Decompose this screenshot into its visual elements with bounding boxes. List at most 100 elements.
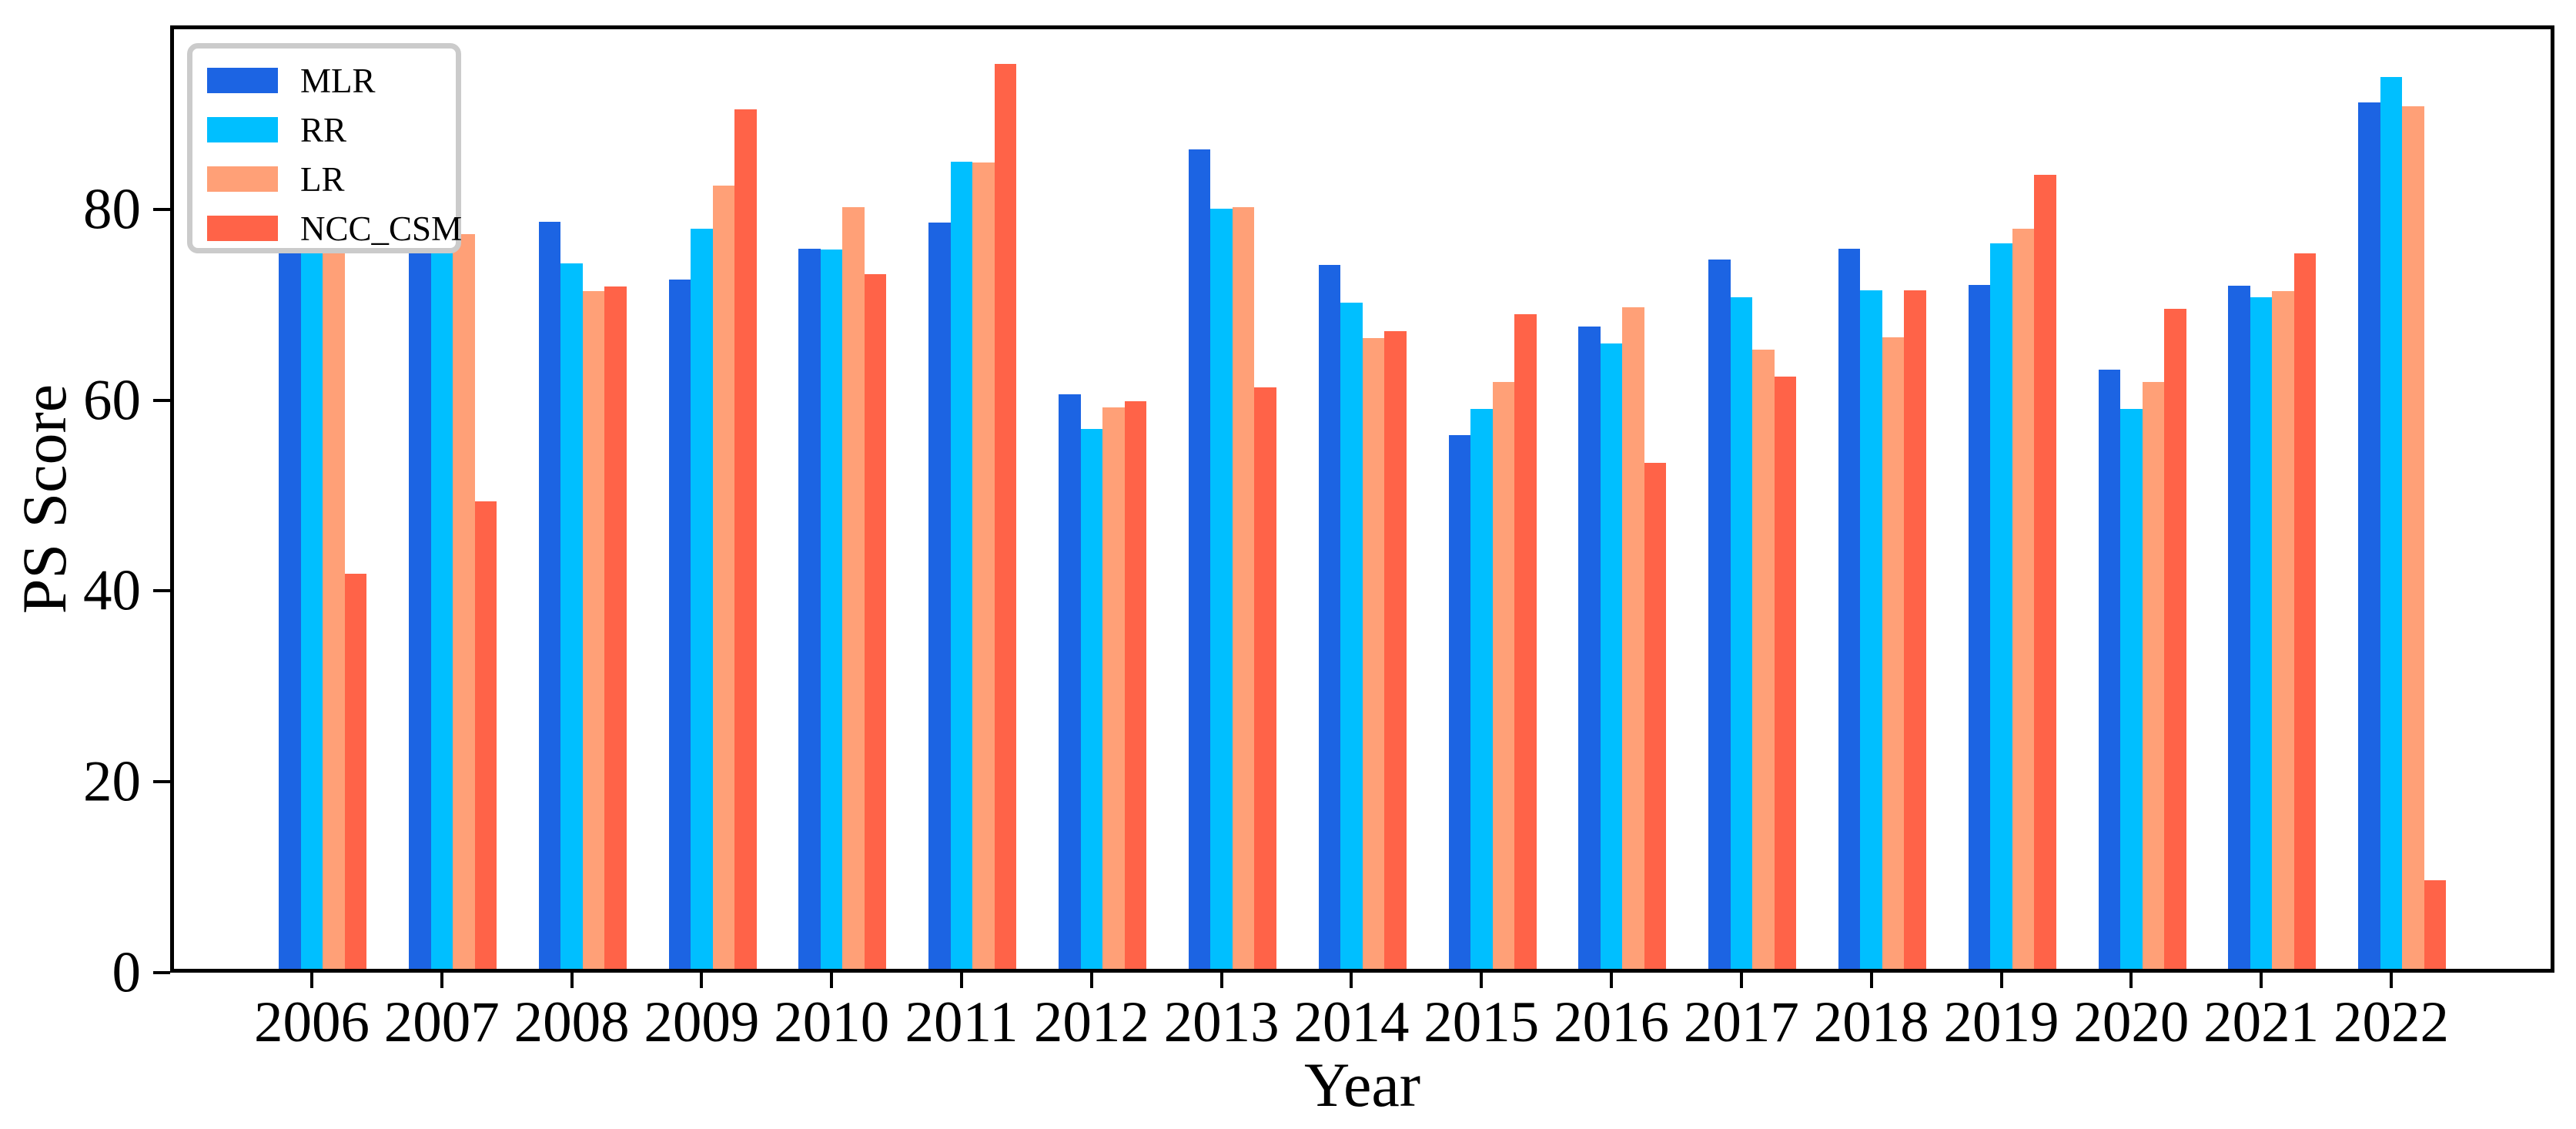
- y-tick-mark-20: [153, 780, 170, 784]
- bar-RR-2015: [1470, 408, 1493, 969]
- bar-LR-2018: [1882, 337, 1905, 969]
- legend-swatch-LR: [207, 166, 278, 192]
- bar-NCC_CSM-2012: [1124, 400, 1147, 969]
- bar-RR-2011: [950, 161, 973, 969]
- x-tick-mark-2017: [1739, 973, 1743, 988]
- x-tick-label-2016: 2016: [1554, 990, 1670, 1054]
- bar-MLR-2009: [668, 280, 691, 969]
- bar-MLR-2013: [1188, 149, 1211, 969]
- x-tick-label-2021: 2021: [2203, 990, 2320, 1054]
- bar-MLR-2014: [1318, 264, 1341, 969]
- bar-RR-2022: [2380, 76, 2403, 969]
- y-tick-mark-40: [153, 589, 170, 593]
- x-tick-label-2020: 2020: [2073, 990, 2190, 1054]
- bar-RR-2014: [1340, 303, 1363, 969]
- bar-LR-2015: [1492, 382, 1515, 969]
- bar-RR-2021: [2250, 296, 2273, 969]
- x-tick-mark-2019: [1999, 973, 2003, 988]
- legend-entry-MLR: MLR: [192, 58, 456, 104]
- bar-MLR-2021: [2228, 285, 2250, 969]
- bar-RR-2010: [820, 249, 843, 969]
- bar-NCC_CSM-2021: [2293, 253, 2317, 969]
- bar-RR-2006: [300, 243, 323, 969]
- x-tick-label-2011: 2011: [905, 990, 1019, 1054]
- bar-LR-2021: [2272, 291, 2294, 969]
- y-tick-mark-0: [153, 971, 170, 974]
- x-axis-title: Year: [1303, 1050, 1421, 1120]
- x-tick-label-2014: 2014: [1293, 990, 1410, 1054]
- x-tick-label-2013: 2013: [1163, 990, 1280, 1054]
- x-tick-label-2022: 2022: [2333, 990, 2449, 1054]
- bar-NCC_CSM-2017: [1774, 376, 1797, 969]
- legend-swatch-RR: [207, 117, 278, 142]
- x-tick-label-2019: 2019: [1943, 990, 2059, 1054]
- x-tick-mark-2022: [2389, 973, 2393, 988]
- bar-NCC_CSM-2020: [2164, 308, 2186, 969]
- bar-LR-2009: [712, 185, 735, 969]
- bar-NCC_CSM-2007: [474, 501, 497, 969]
- legend-entry-RR: RR: [192, 107, 456, 153]
- bar-LR-2019: [2012, 228, 2035, 969]
- bar-MLR-2018: [1838, 248, 1861, 969]
- bar-NCC_CSM-2014: [1384, 331, 1407, 969]
- bar-MLR-2016: [1578, 327, 1601, 969]
- bar-RR-2017: [1730, 296, 1753, 969]
- bar-MLR-2012: [1059, 394, 1081, 969]
- bar-LR-2011: [972, 162, 995, 969]
- y-tick-label-60: 60: [83, 368, 141, 433]
- bar-RR-2009: [691, 228, 713, 969]
- bar-MLR-2011: [928, 223, 951, 969]
- bar-NCC_CSM-2013: [1254, 387, 1276, 969]
- x-tick-mark-2015: [1480, 973, 1484, 988]
- x-tick-mark-2018: [1869, 973, 1873, 988]
- bar-NCC_CSM-2009: [734, 109, 757, 969]
- x-tick-mark-2011: [960, 973, 964, 988]
- bar-LR-2017: [1752, 349, 1775, 969]
- x-tick-mark-2020: [2129, 973, 2133, 988]
- legend: MLR RR LR NCC_CSM: [187, 43, 462, 253]
- bar-MLR-2017: [1708, 260, 1731, 969]
- x-tick-mark-2012: [1089, 973, 1093, 988]
- bar-NCC_CSM-2016: [1644, 463, 1667, 969]
- bar-NCC_CSM-2008: [604, 286, 627, 969]
- bar-NCC_CSM-2018: [1904, 290, 1926, 969]
- bar-LR-2016: [1622, 307, 1644, 969]
- legend-entry-LR: LR: [192, 156, 456, 203]
- y-tick-label-80: 80: [83, 177, 141, 242]
- x-tick-label-2006: 2006: [254, 990, 370, 1054]
- bar-NCC_CSM-2019: [2034, 175, 2056, 969]
- x-tick-label-2008: 2008: [514, 990, 630, 1054]
- legend-label-NCC_CSM: NCC_CSM: [300, 209, 463, 248]
- x-tick-label-2017: 2017: [1683, 990, 1799, 1054]
- bar-NCC_CSM-2006: [344, 574, 367, 969]
- bar-RR-2013: [1210, 208, 1233, 969]
- bar-MLR-2008: [538, 221, 561, 969]
- x-tick-mark-2014: [1350, 973, 1353, 988]
- legend-label-MLR: MLR: [300, 62, 376, 100]
- y-tick-label-20: 20: [83, 749, 141, 814]
- bar-NCC_CSM-2010: [864, 274, 887, 969]
- legend-label-RR: RR: [300, 111, 347, 149]
- y-tick-label-40: 40: [83, 558, 141, 623]
- bar-LR-2022: [2402, 106, 2424, 969]
- x-tick-label-2015: 2015: [1423, 990, 1540, 1054]
- x-tick-mark-2016: [1610, 973, 1614, 988]
- bar-MLR-2022: [2358, 102, 2380, 969]
- bar-RR-2020: [2120, 408, 2143, 969]
- x-tick-mark-2008: [570, 973, 574, 988]
- bar-LR-2008: [582, 291, 605, 969]
- bar-RR-2019: [1990, 243, 2012, 969]
- bar-MLR-2019: [1968, 284, 1991, 969]
- bar-LR-2013: [1232, 207, 1255, 969]
- legend-swatch-NCC_CSM: [207, 216, 278, 241]
- legend-swatch-MLR: [207, 68, 278, 93]
- x-tick-mark-2009: [700, 973, 704, 988]
- bar-RR-2007: [430, 248, 453, 969]
- bar-LR-2010: [842, 207, 865, 969]
- bar-RR-2018: [1860, 290, 1882, 969]
- legend-entry-NCC_CSM: NCC_CSM: [192, 206, 462, 252]
- x-tick-label-2012: 2012: [1033, 990, 1149, 1054]
- x-tick-mark-2013: [1219, 973, 1223, 988]
- y-tick-mark-60: [153, 398, 170, 402]
